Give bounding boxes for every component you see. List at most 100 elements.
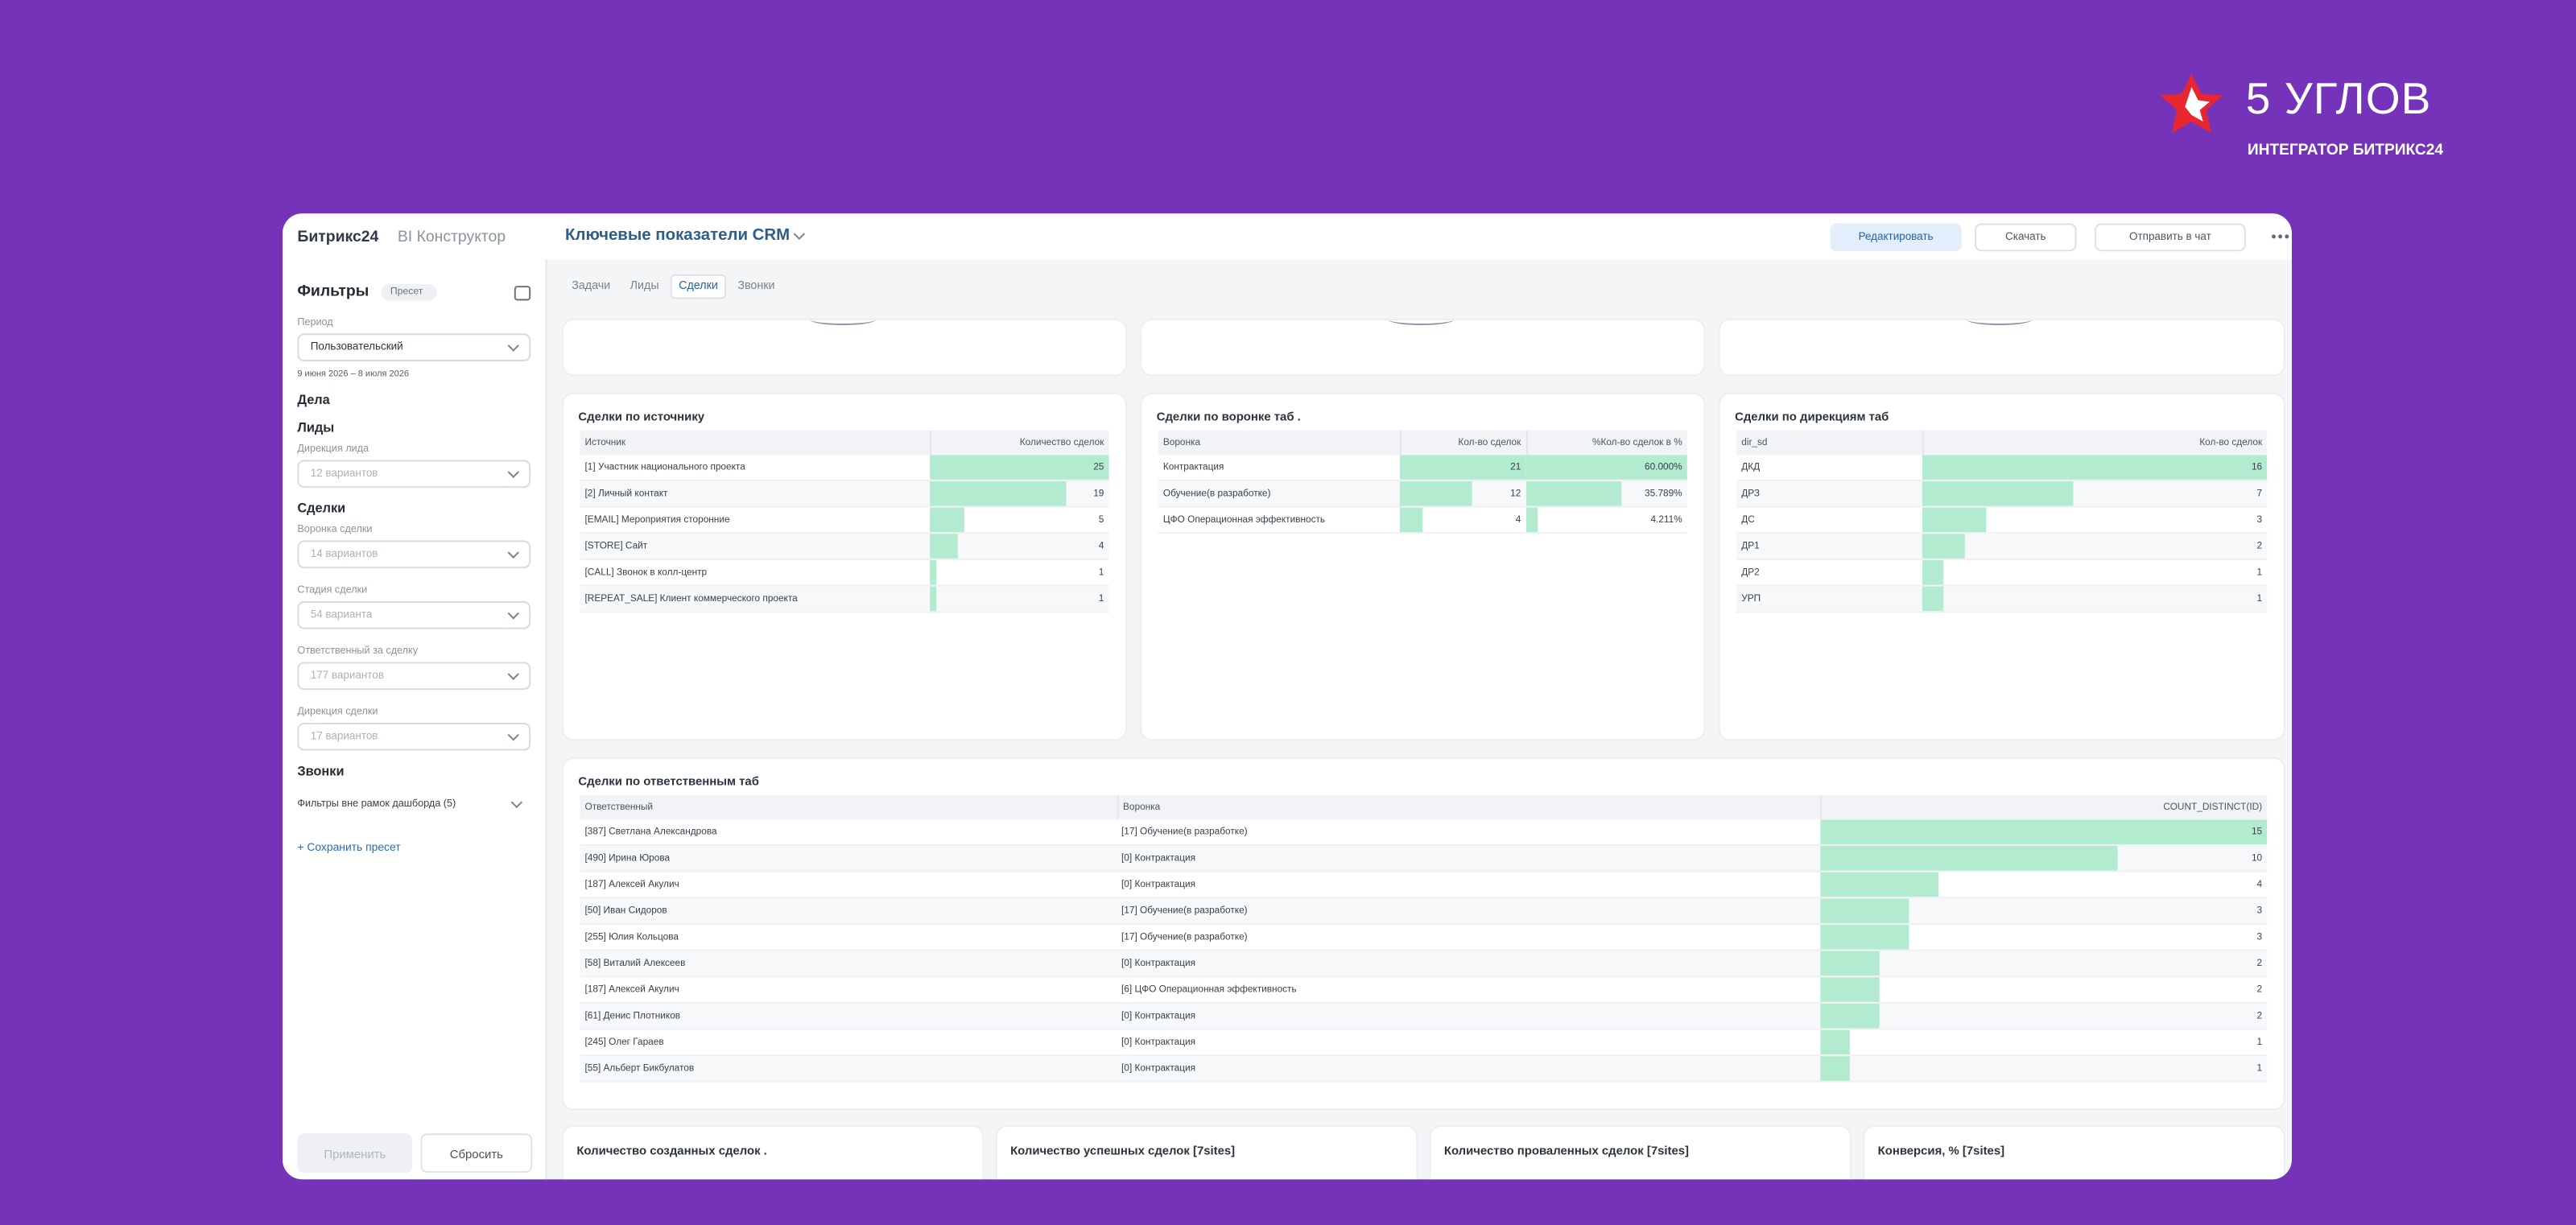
reset-button[interactable]: Сбросить xyxy=(420,1133,533,1173)
cell-text: [255] Юлия Кольцова xyxy=(584,932,679,942)
apply-button[interactable]: Применить xyxy=(297,1133,413,1173)
filter-select[interactable]: 14 вариантов xyxy=(297,540,531,569)
chart-arc xyxy=(1966,320,2033,326)
select-placeholder: 14 вариантов xyxy=(310,548,378,560)
download-label: Скачать xyxy=(2005,231,2046,244)
table-cell: [490] Ирина Юрова xyxy=(580,846,1116,871)
select-value: Пользовательский xyxy=(310,341,403,353)
cell-text: [0] Контрактация xyxy=(1121,1011,1196,1021)
brand: Битрикс24 xyxy=(297,228,379,247)
table-cell: 3 xyxy=(1819,898,2267,923)
cell-value: 21 xyxy=(1510,462,1521,472)
period-select[interactable]: Пользовательский xyxy=(297,333,531,361)
column-header: COUNT_DISTINCT(ID) xyxy=(1819,794,2267,820)
tab[interactable]: Сделки xyxy=(670,274,727,299)
section-heading: Сделки xyxy=(297,501,346,516)
save-preset[interactable]: + Сохранить пресет xyxy=(297,842,401,855)
cell-value: 2 xyxy=(2256,1011,2263,1021)
table-row: [STORE] Сайт 4 xyxy=(580,534,1109,560)
cell-text: [REPEAT_SALE] Клиент коммерческого проек… xyxy=(584,593,798,604)
filter-label: Дирекция лида xyxy=(297,443,369,456)
value-bar xyxy=(1398,481,1472,506)
card-title: Сделки по дирекциям таб xyxy=(1735,409,1889,424)
table-row: ДР2 1 xyxy=(1736,559,2268,587)
cell-value: 16 xyxy=(2251,462,2263,472)
filter-select[interactable]: 12 вариантов xyxy=(297,460,531,489)
table-header: Источник Количество сделок xyxy=(580,430,1109,456)
kpi-card: Количество созданных сделок . xyxy=(563,1126,983,1180)
cell-text: [17] Обучение(в разработке) xyxy=(1121,905,1248,916)
cell-value: 25 xyxy=(1093,462,1104,472)
filter-select[interactable]: 17 вариантов xyxy=(297,722,531,751)
value-bar xyxy=(1525,507,1538,533)
dashboard-title[interactable]: Ключевые показатели CRM xyxy=(565,226,791,245)
cell-text: [STORE] Сайт xyxy=(584,541,648,551)
tab[interactable]: Лиды xyxy=(630,280,659,293)
sidebar-title: Фильтры xyxy=(297,283,369,301)
cell-text: УРП xyxy=(1741,593,1761,604)
kpi-title: Количество проваленных сделок [7sites] xyxy=(1443,1143,1690,1158)
cell-value: 1 xyxy=(2256,567,2263,578)
column-header: %Кол-во сделок в % xyxy=(1525,430,1686,456)
filter-select[interactable]: 54 варианта xyxy=(297,600,531,629)
table-cell: ДР2 xyxy=(1736,560,1922,585)
more-button[interactable] xyxy=(2270,233,2289,240)
table-cell: [55] Альберт Бикбулатов xyxy=(580,1056,1116,1081)
column-header: Кол-во сделок xyxy=(1398,430,1526,456)
table-card: Сделки по воронке таб . Воронка Кол-во сде… xyxy=(1141,394,1704,740)
cell-value: 1 xyxy=(1098,593,1104,604)
filter-select[interactable]: 177 вариантов xyxy=(297,662,531,691)
table-card: Сделки по ответственным таб Ответственный… xyxy=(563,758,2284,1109)
tab[interactable]: Звонки xyxy=(737,280,775,293)
table-cell: 1 xyxy=(1819,1029,2267,1055)
table-cell: [2] Личный контакт xyxy=(580,481,929,506)
cell-text: [2] Личный контакт xyxy=(584,489,668,499)
value-bar xyxy=(1819,819,2268,844)
kpi-title: Количество созданных сделок . xyxy=(576,1143,767,1158)
collapse-icon[interactable] xyxy=(514,286,531,301)
download-button[interactable]: Скачать xyxy=(1975,223,2077,252)
table-cell: [EMAIL] Мероприятия сторонние xyxy=(580,508,929,533)
cell-text: [6] ЦФО Операционная эффективность xyxy=(1121,984,1297,995)
cell-text: ДР1 xyxy=(1741,541,1760,551)
section-heading: Лиды xyxy=(297,420,335,435)
partial-card xyxy=(1141,320,1704,375)
table-row: [387] Светлана Александрова [17] Обучение… xyxy=(580,819,2268,847)
cell-value: 5 xyxy=(1098,514,1104,526)
table-cell: [50] Иван Сидоров xyxy=(580,898,1116,923)
cell-value: 7 xyxy=(2256,489,2263,499)
dashboard-area: Задачи Лиды Сделки Звонки Сделки по источни… xyxy=(547,259,2292,1180)
table-row: [245] Олег Гараев [0] Контрактация 1 xyxy=(580,1029,2268,1057)
cell-text: [17] Обучение(в разработке) xyxy=(1121,932,1248,942)
send-button[interactable]: Отправить в чат xyxy=(2095,223,2246,252)
cell-value: 1 xyxy=(1098,567,1104,578)
value-bar xyxy=(1819,1056,1850,1081)
top-bar: Битрикс24 BI Конструктор Ключевые показа… xyxy=(283,213,2292,262)
preset-pill[interactable]: Пресет xyxy=(380,283,436,300)
filter-label: Стадия сделки xyxy=(297,584,368,596)
cell-text: ДКД xyxy=(1741,462,1761,472)
table-cell: 3 xyxy=(1922,507,2267,533)
kpi-title: Конверсия, % [7sites] xyxy=(1877,1143,2005,1158)
table-cell: 35.789% xyxy=(1525,481,1686,506)
tabs: Задачи Лиды Сделки Звонки xyxy=(564,274,783,299)
table-cell: Контрактация xyxy=(1158,455,1399,480)
edit-button[interactable]: Редактировать xyxy=(1830,223,1962,252)
value-bar xyxy=(1922,559,1944,585)
app-window: Битрикс24 BI Конструктор Ключевые показа… xyxy=(283,213,2292,1180)
value-bar xyxy=(1819,924,1909,950)
cell-text: [187] Алексей Акулич xyxy=(584,984,679,995)
table-cell: 1 xyxy=(1922,559,2267,585)
table-cell: [0] Контрактация xyxy=(1117,872,1820,897)
tab[interactable]: Задачи xyxy=(572,280,611,293)
select-placeholder: 54 варианта xyxy=(310,609,373,621)
value-bar xyxy=(1819,1003,1880,1029)
cell-value: 4.211% xyxy=(1650,514,1682,526)
outside-filters[interactable]: Фильтры вне рамок дашборда (5) xyxy=(297,795,530,810)
table-row: ДР1 2 xyxy=(1736,534,2268,560)
table-row: [50] Иван Сидоров [17] Обучение(в разрабо… xyxy=(580,898,2268,925)
table-cell: [245] Олег Гараев xyxy=(580,1030,1116,1055)
cell-value: 1 xyxy=(2256,593,2263,604)
cell-value: 3 xyxy=(2256,514,2263,526)
table-header: Ответственный Воронка COUNT_DISTINCT(ID) xyxy=(580,794,2268,820)
